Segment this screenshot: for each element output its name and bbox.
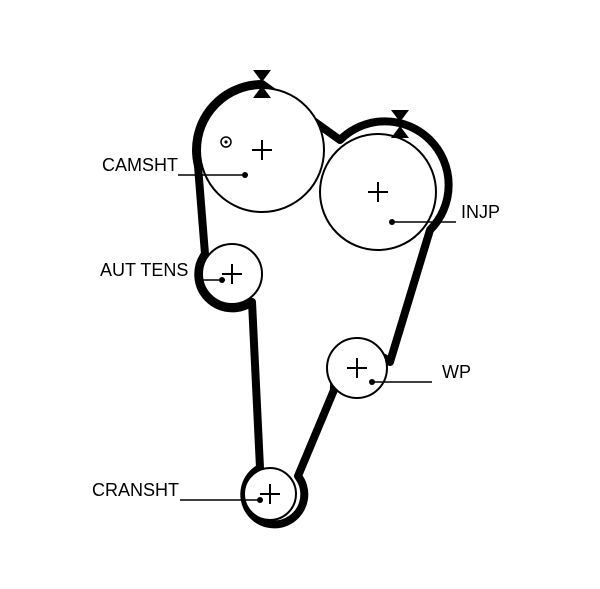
wp-label: WP	[442, 362, 471, 382]
labels-group: CAMSHT INJP AUT TENS WP CRANSHT	[92, 155, 500, 503]
camsht-label: CAMSHT	[102, 155, 178, 175]
camsht-index-mark-dot	[224, 140, 227, 143]
camsht-leader-dot	[242, 172, 248, 178]
belt-routing-diagram: CAMSHT INJP AUT TENS WP CRANSHT	[0, 0, 600, 589]
aut_tens-label: AUT TENS	[100, 260, 188, 280]
timing-mark-top-0	[253, 70, 271, 82]
cransht-leader-dot	[257, 497, 263, 503]
cransht-label: CRANSHT	[92, 480, 179, 500]
injp-leader-dot	[389, 219, 395, 225]
pulleys-group	[200, 88, 436, 520]
wp-leader-dot	[369, 379, 375, 385]
injp-label: INJP	[461, 202, 500, 222]
aut_tens-leader-dot	[219, 277, 225, 283]
